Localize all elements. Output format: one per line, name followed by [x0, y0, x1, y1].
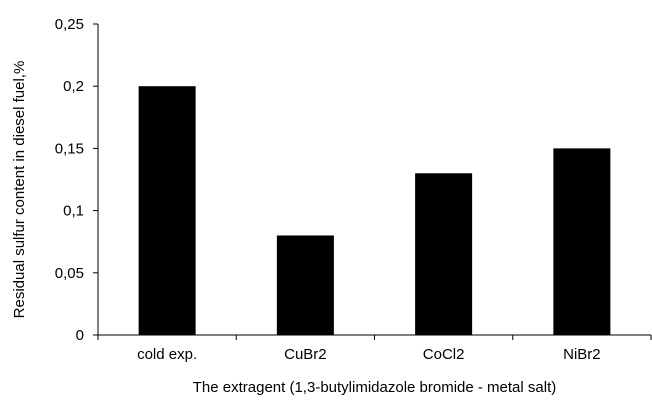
y-tick-label: 0,2: [63, 78, 84, 95]
bar: [138, 86, 196, 335]
x-tick-label: CoCl2: [423, 346, 465, 363]
y-tick-label: 0: [76, 327, 84, 344]
y-tick-label: 0,15: [55, 140, 84, 157]
x-tick-label: cold exp.: [137, 346, 197, 363]
x-tick-label: NiBr2: [563, 346, 601, 363]
y-axis-title: Residual sulfur content in diesel fuel,%: [11, 61, 28, 319]
x-axis-title: The extragent (1,3-butylimidazole bromid…: [193, 379, 557, 396]
x-ticks-group: cold exp. CuBr2 CoCl2 NiBr2: [97, 335, 652, 363]
bar: [276, 235, 334, 335]
y-tick-label: 0,1: [63, 203, 84, 220]
y-tick-label: 0,25: [55, 16, 84, 33]
x-tick-label: CuBr2: [284, 346, 327, 363]
bar: [553, 148, 611, 335]
y-tick-label: 0,05: [55, 265, 84, 282]
bar: [415, 173, 473, 335]
bars-group: [138, 86, 611, 335]
y-ticks-group: 0 0,05 0,1 0,15 0,2 0,25: [55, 16, 98, 344]
